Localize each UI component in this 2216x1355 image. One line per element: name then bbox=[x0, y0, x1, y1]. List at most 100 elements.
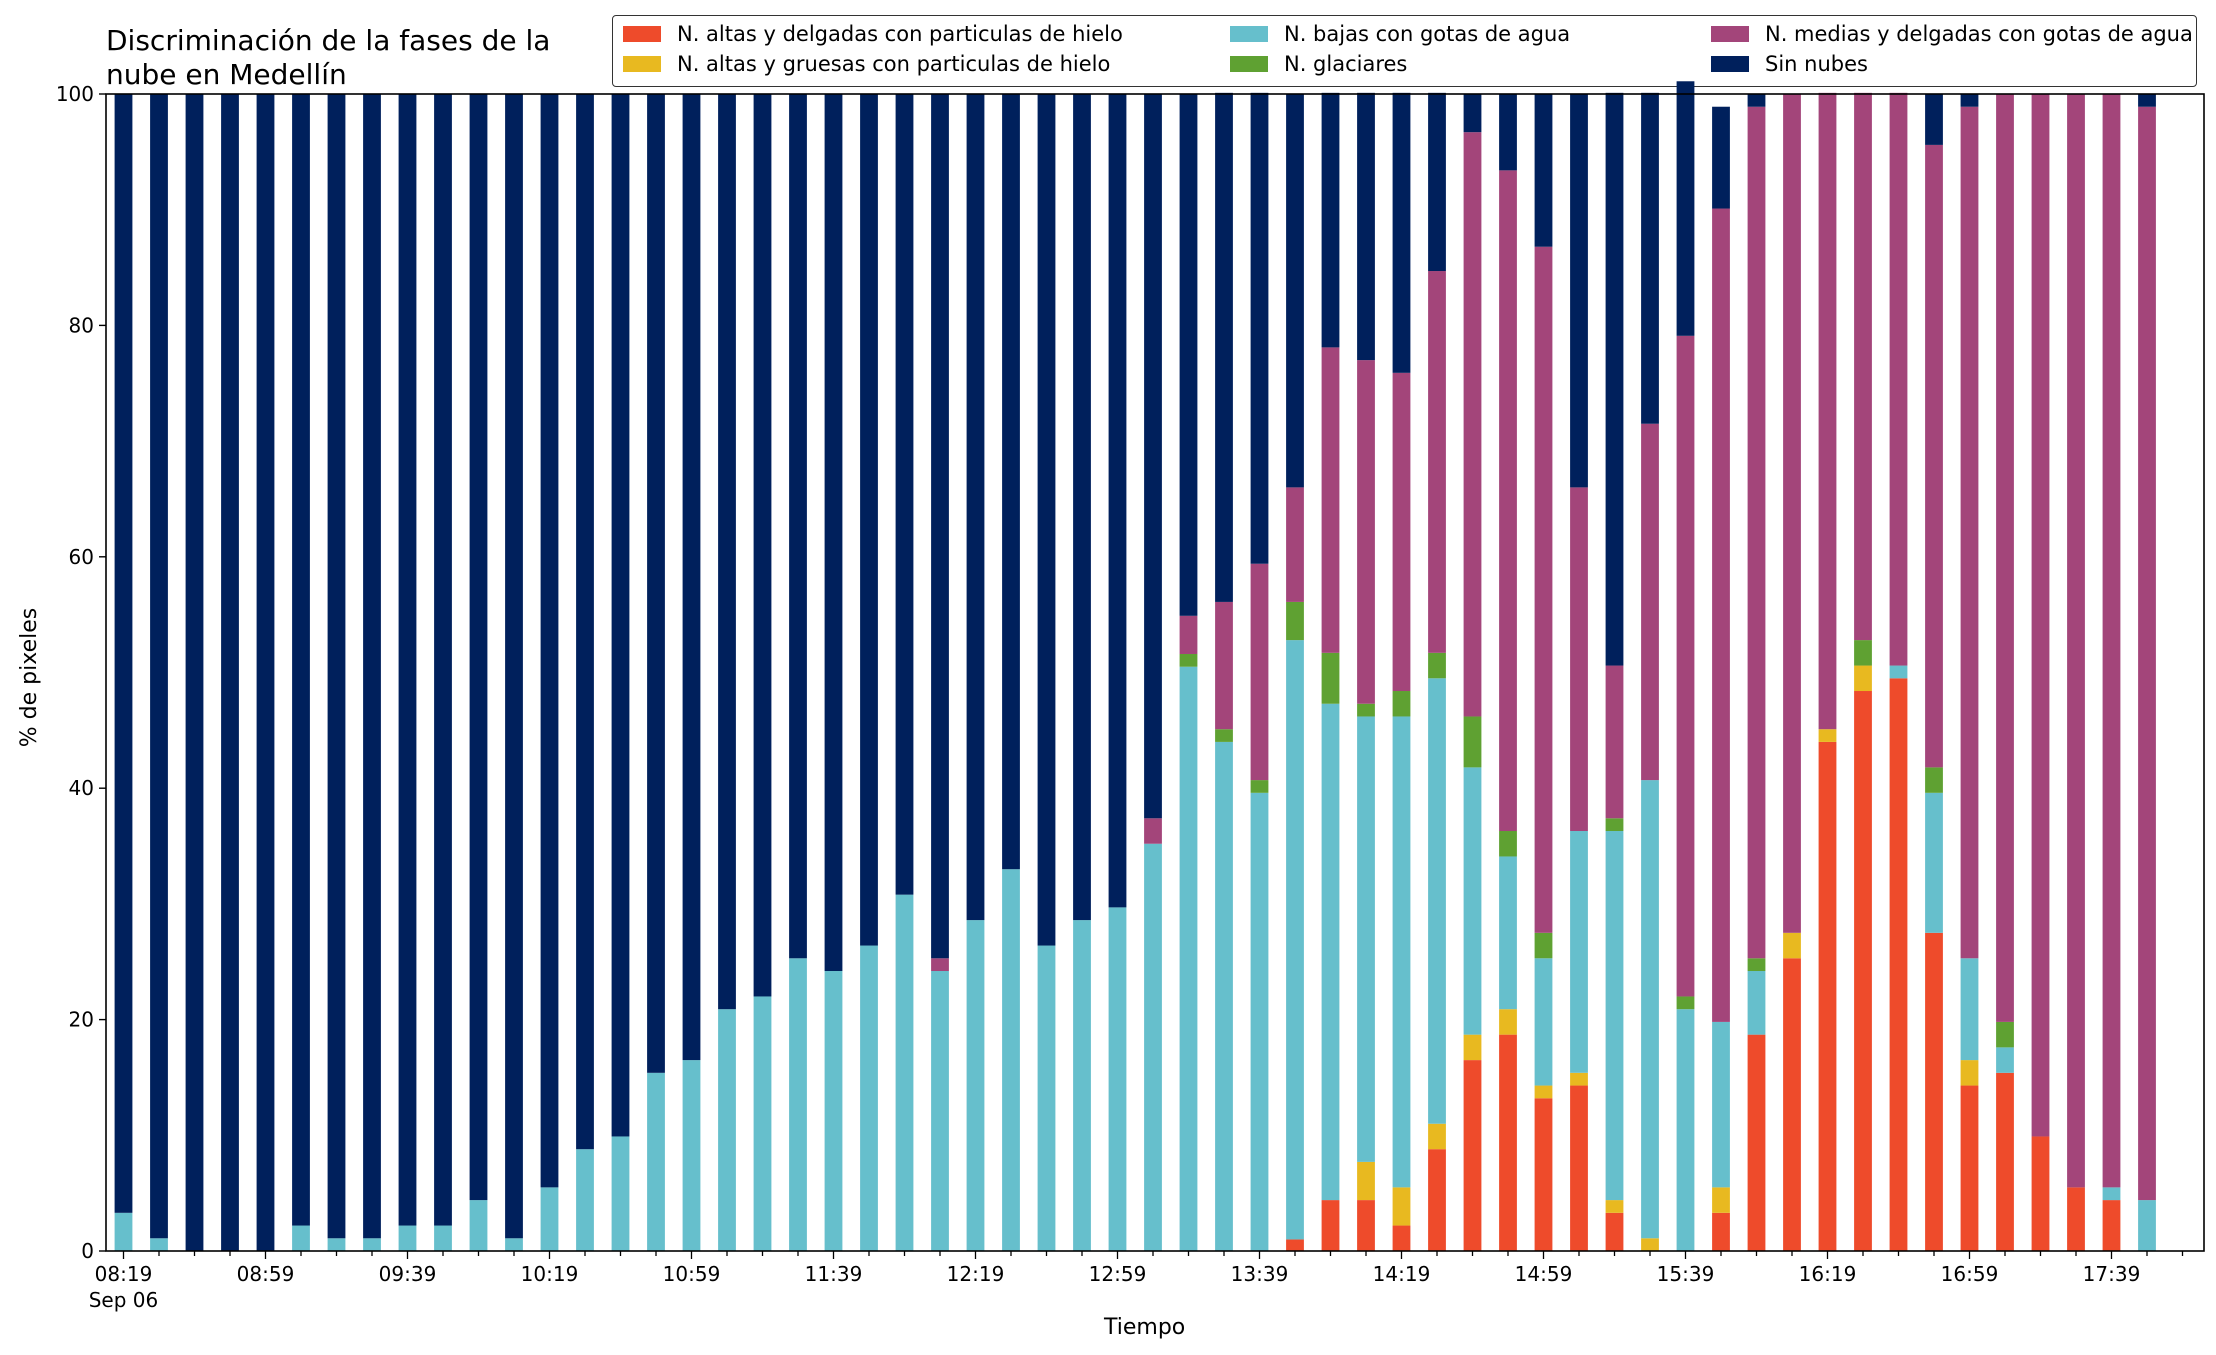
bar-segment bbox=[1960, 1060, 1979, 1086]
bar-segment bbox=[1712, 1212, 1730, 1251]
bar-segment bbox=[1747, 94, 1766, 107]
bar-segment bbox=[1357, 703, 1375, 717]
bar-segment bbox=[1037, 94, 1056, 946]
bar-segment bbox=[2102, 94, 2121, 1188]
bar-segment bbox=[1854, 691, 1872, 1251]
bar-segment bbox=[1960, 94, 1979, 107]
bar-segment bbox=[2138, 106, 2156, 1201]
y-tick-label: 20 bbox=[69, 1008, 94, 1032]
bar-segment bbox=[1392, 691, 1411, 717]
bar-segment bbox=[1854, 665, 1872, 692]
bar-segment bbox=[1854, 640, 1872, 666]
bar-segment bbox=[611, 94, 630, 1137]
bar-segment bbox=[1463, 767, 1482, 1035]
bar-segment bbox=[1996, 1021, 2014, 1048]
bar-segment bbox=[363, 1238, 381, 1251]
bar-segment bbox=[1818, 729, 1837, 742]
bar-segment bbox=[895, 94, 914, 895]
bar-segment bbox=[1960, 106, 1979, 959]
x-tick-date-label: Sep 06 bbox=[89, 1288, 159, 1312]
x-axis-label: Tiempo bbox=[1104, 1315, 1186, 1340]
bar-segment bbox=[1357, 716, 1375, 1162]
bar-segment bbox=[1641, 92, 1659, 424]
y-tick-label: 100 bbox=[56, 82, 94, 106]
chart-title: Discriminación de la fases de la nube en… bbox=[106, 24, 550, 92]
bar-segment bbox=[1889, 678, 1908, 1251]
bar-segment bbox=[1676, 81, 1695, 336]
bar-segment bbox=[1925, 144, 1943, 768]
bar-segment bbox=[1428, 1123, 1446, 1150]
bar-segment bbox=[1250, 92, 1269, 564]
y-tick-label: 60 bbox=[69, 545, 94, 569]
bar-segment bbox=[1570, 831, 1588, 1073]
bar-segment bbox=[1925, 792, 1943, 933]
bar-segment bbox=[1783, 932, 1801, 959]
bar-segment bbox=[256, 94, 275, 1251]
bar-segment bbox=[1321, 347, 1340, 653]
bar-segment bbox=[221, 94, 239, 1251]
chart-legend: N. altas y delgadas con particulas de hi… bbox=[612, 15, 2197, 87]
bar-segment bbox=[540, 94, 559, 1188]
bar-segment bbox=[1463, 1034, 1482, 1061]
bar-segment bbox=[1570, 1072, 1588, 1086]
legend-item: N. medias y delgadas con gotas de agua bbox=[1711, 22, 2193, 46]
bar-segment bbox=[1641, 423, 1659, 781]
bar-segment bbox=[434, 1225, 452, 1251]
x-tick-label: 10:19 bbox=[521, 1262, 579, 1286]
bar-segment bbox=[576, 1149, 594, 1251]
y-tick-label: 80 bbox=[69, 313, 94, 337]
bar-segment bbox=[1321, 703, 1340, 1201]
bar-segment bbox=[753, 94, 772, 997]
legend-swatch bbox=[1711, 26, 1749, 42]
chart-title-line-1: Discriminación de la fases de la bbox=[106, 24, 551, 57]
bar-segment bbox=[1357, 1161, 1375, 1201]
bar-segment bbox=[1215, 729, 1233, 742]
bar-segment bbox=[1499, 170, 1517, 832]
bar-segment bbox=[1002, 869, 1020, 1251]
bar-segment bbox=[1286, 94, 1304, 488]
bar-segment bbox=[1321, 1200, 1340, 1251]
bar-segment bbox=[292, 94, 310, 1226]
bar-segment bbox=[1818, 741, 1837, 1251]
bar-segment bbox=[2102, 1200, 2121, 1251]
bar-segment bbox=[505, 94, 523, 1239]
bar-segment bbox=[1463, 1060, 1482, 1251]
bar-segment bbox=[1108, 94, 1127, 908]
bar-segment bbox=[1854, 92, 1872, 641]
bar-segment bbox=[150, 1238, 168, 1251]
bar-segment bbox=[1747, 971, 1766, 1035]
bar-segment bbox=[576, 94, 594, 1150]
chart-title-line-2: nube en Medellín bbox=[106, 58, 347, 91]
x-tick-label: 11:39 bbox=[805, 1262, 863, 1286]
bar-segment bbox=[1286, 1239, 1304, 1251]
bar-segment bbox=[1250, 563, 1269, 781]
bar-segment bbox=[1392, 716, 1411, 1188]
bar-segment bbox=[1357, 360, 1375, 704]
bar-segment bbox=[1783, 958, 1801, 1251]
bar-segment bbox=[469, 1200, 488, 1251]
bar-segment bbox=[1215, 92, 1233, 602]
legend-item: N. glaciares bbox=[1230, 52, 1407, 76]
bar-segment bbox=[1428, 652, 1446, 679]
x-tick-label: 14:19 bbox=[1373, 1262, 1431, 1286]
bar-segment bbox=[1357, 1200, 1375, 1251]
x-tick-label: 08:19 bbox=[95, 1262, 153, 1286]
bar-segment bbox=[1996, 1047, 2014, 1073]
bar-segment bbox=[931, 958, 949, 972]
bar-segment bbox=[1889, 665, 1908, 679]
bar-segment bbox=[611, 1136, 630, 1251]
y-axis-label: % de pixeles bbox=[17, 607, 43, 748]
legend-label: N. bajas con gotas de agua bbox=[1284, 22, 1571, 46]
bar-segment bbox=[1534, 958, 1553, 1086]
bar-segment bbox=[1783, 94, 1801, 933]
bar-segment bbox=[1570, 94, 1588, 488]
bar-segment bbox=[114, 94, 133, 1213]
legend-swatch bbox=[623, 26, 661, 42]
legend-label: N. medias y delgadas con gotas de agua bbox=[1765, 22, 2193, 46]
bar-segment bbox=[2138, 1200, 2156, 1251]
bar-segment bbox=[789, 958, 807, 1251]
bar-segment bbox=[1605, 92, 1624, 666]
bar-segment bbox=[1534, 1098, 1553, 1251]
bar-segment bbox=[398, 1225, 417, 1251]
bar-segment bbox=[1534, 94, 1553, 247]
